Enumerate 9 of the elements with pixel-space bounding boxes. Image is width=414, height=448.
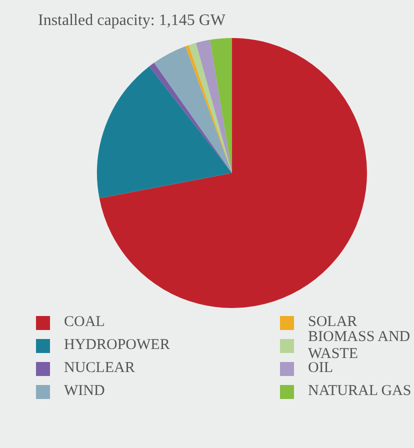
legend-label: OIL	[308, 360, 333, 377]
legend-label: NATURAL GAS	[308, 383, 412, 400]
legend-label: BIOMASS AND WASTE	[308, 328, 412, 362]
legend-label: SOLAR	[308, 314, 358, 331]
legend-label: NUCLEAR	[64, 360, 135, 377]
legend-label: HYDROPOWER	[64, 337, 170, 354]
legend-label: COAL	[64, 314, 105, 331]
chart-title: Installed capacity: 1,145 GW	[38, 12, 226, 30]
legend-label: WIND	[64, 383, 105, 400]
